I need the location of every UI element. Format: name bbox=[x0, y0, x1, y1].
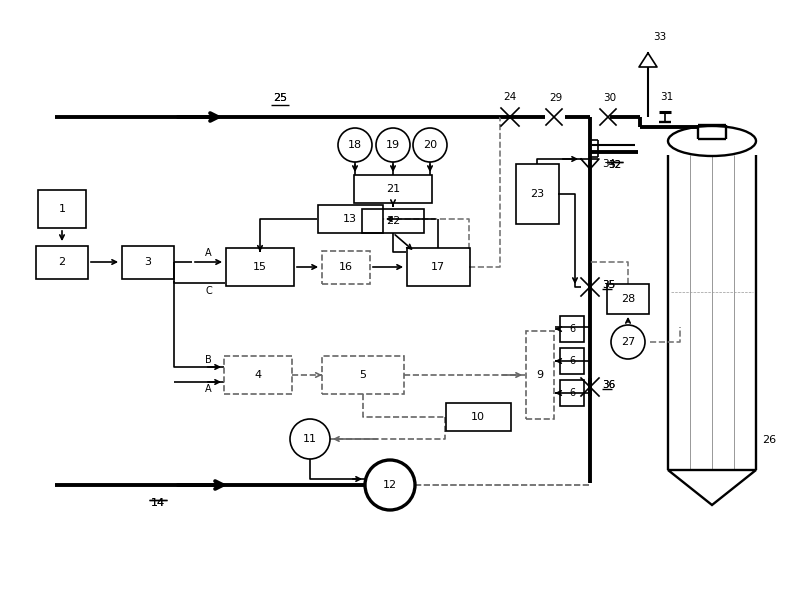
Text: 25: 25 bbox=[273, 93, 287, 103]
Text: 11: 11 bbox=[303, 434, 317, 444]
Text: 31: 31 bbox=[660, 92, 674, 102]
Text: C: C bbox=[206, 286, 212, 296]
Bar bbox=[446, 403, 510, 431]
Text: 30: 30 bbox=[603, 93, 617, 103]
Text: 32: 32 bbox=[608, 160, 622, 170]
Text: 34: 34 bbox=[602, 159, 615, 169]
Bar bbox=[607, 284, 649, 314]
Text: B: B bbox=[206, 355, 212, 365]
Text: 33: 33 bbox=[653, 32, 666, 42]
Bar bbox=[362, 209, 424, 233]
Text: 36: 36 bbox=[602, 380, 615, 390]
Text: 12: 12 bbox=[383, 480, 397, 490]
Text: 22: 22 bbox=[386, 216, 400, 226]
Text: 16: 16 bbox=[339, 262, 353, 272]
Text: 15: 15 bbox=[253, 262, 267, 272]
Text: 3: 3 bbox=[145, 257, 151, 267]
Text: 6: 6 bbox=[569, 388, 575, 398]
Text: A: A bbox=[206, 384, 212, 394]
Bar bbox=[515, 164, 558, 224]
Bar bbox=[224, 356, 292, 394]
Text: 24: 24 bbox=[503, 92, 517, 102]
Text: 35: 35 bbox=[602, 280, 615, 290]
Text: 13: 13 bbox=[343, 214, 357, 224]
Bar bbox=[560, 348, 584, 374]
Text: 25: 25 bbox=[273, 93, 287, 103]
Bar bbox=[560, 316, 584, 342]
Text: 20: 20 bbox=[423, 140, 437, 150]
Bar bbox=[322, 251, 370, 284]
Text: 5: 5 bbox=[359, 370, 366, 380]
Text: 10: 10 bbox=[471, 412, 485, 422]
Text: 28: 28 bbox=[621, 294, 635, 304]
Text: 18: 18 bbox=[348, 140, 362, 150]
Bar bbox=[322, 356, 404, 394]
Text: 36: 36 bbox=[602, 380, 615, 390]
Text: 29: 29 bbox=[550, 93, 562, 103]
Bar bbox=[122, 245, 174, 278]
Bar bbox=[406, 248, 470, 286]
Text: 27: 27 bbox=[621, 337, 635, 347]
Text: 19: 19 bbox=[386, 140, 400, 150]
Text: 6: 6 bbox=[569, 324, 575, 334]
Text: 2: 2 bbox=[58, 257, 66, 267]
Bar bbox=[318, 205, 382, 233]
Text: 9: 9 bbox=[537, 370, 543, 380]
Text: 14: 14 bbox=[151, 498, 165, 508]
Text: 4: 4 bbox=[254, 370, 262, 380]
Text: 6: 6 bbox=[569, 356, 575, 366]
Text: 21: 21 bbox=[386, 184, 400, 194]
Bar bbox=[226, 248, 294, 286]
Text: 35: 35 bbox=[602, 280, 615, 290]
Text: 26: 26 bbox=[762, 435, 776, 445]
Bar bbox=[354, 175, 432, 203]
Text: 14: 14 bbox=[151, 498, 165, 508]
Text: 23: 23 bbox=[530, 189, 544, 199]
Text: 32: 32 bbox=[608, 160, 622, 170]
Bar bbox=[560, 380, 584, 406]
Text: 1: 1 bbox=[58, 204, 66, 214]
Bar bbox=[526, 331, 554, 419]
Bar bbox=[36, 245, 88, 278]
Text: 17: 17 bbox=[431, 262, 445, 272]
Bar bbox=[38, 190, 86, 228]
Text: A: A bbox=[206, 248, 212, 258]
